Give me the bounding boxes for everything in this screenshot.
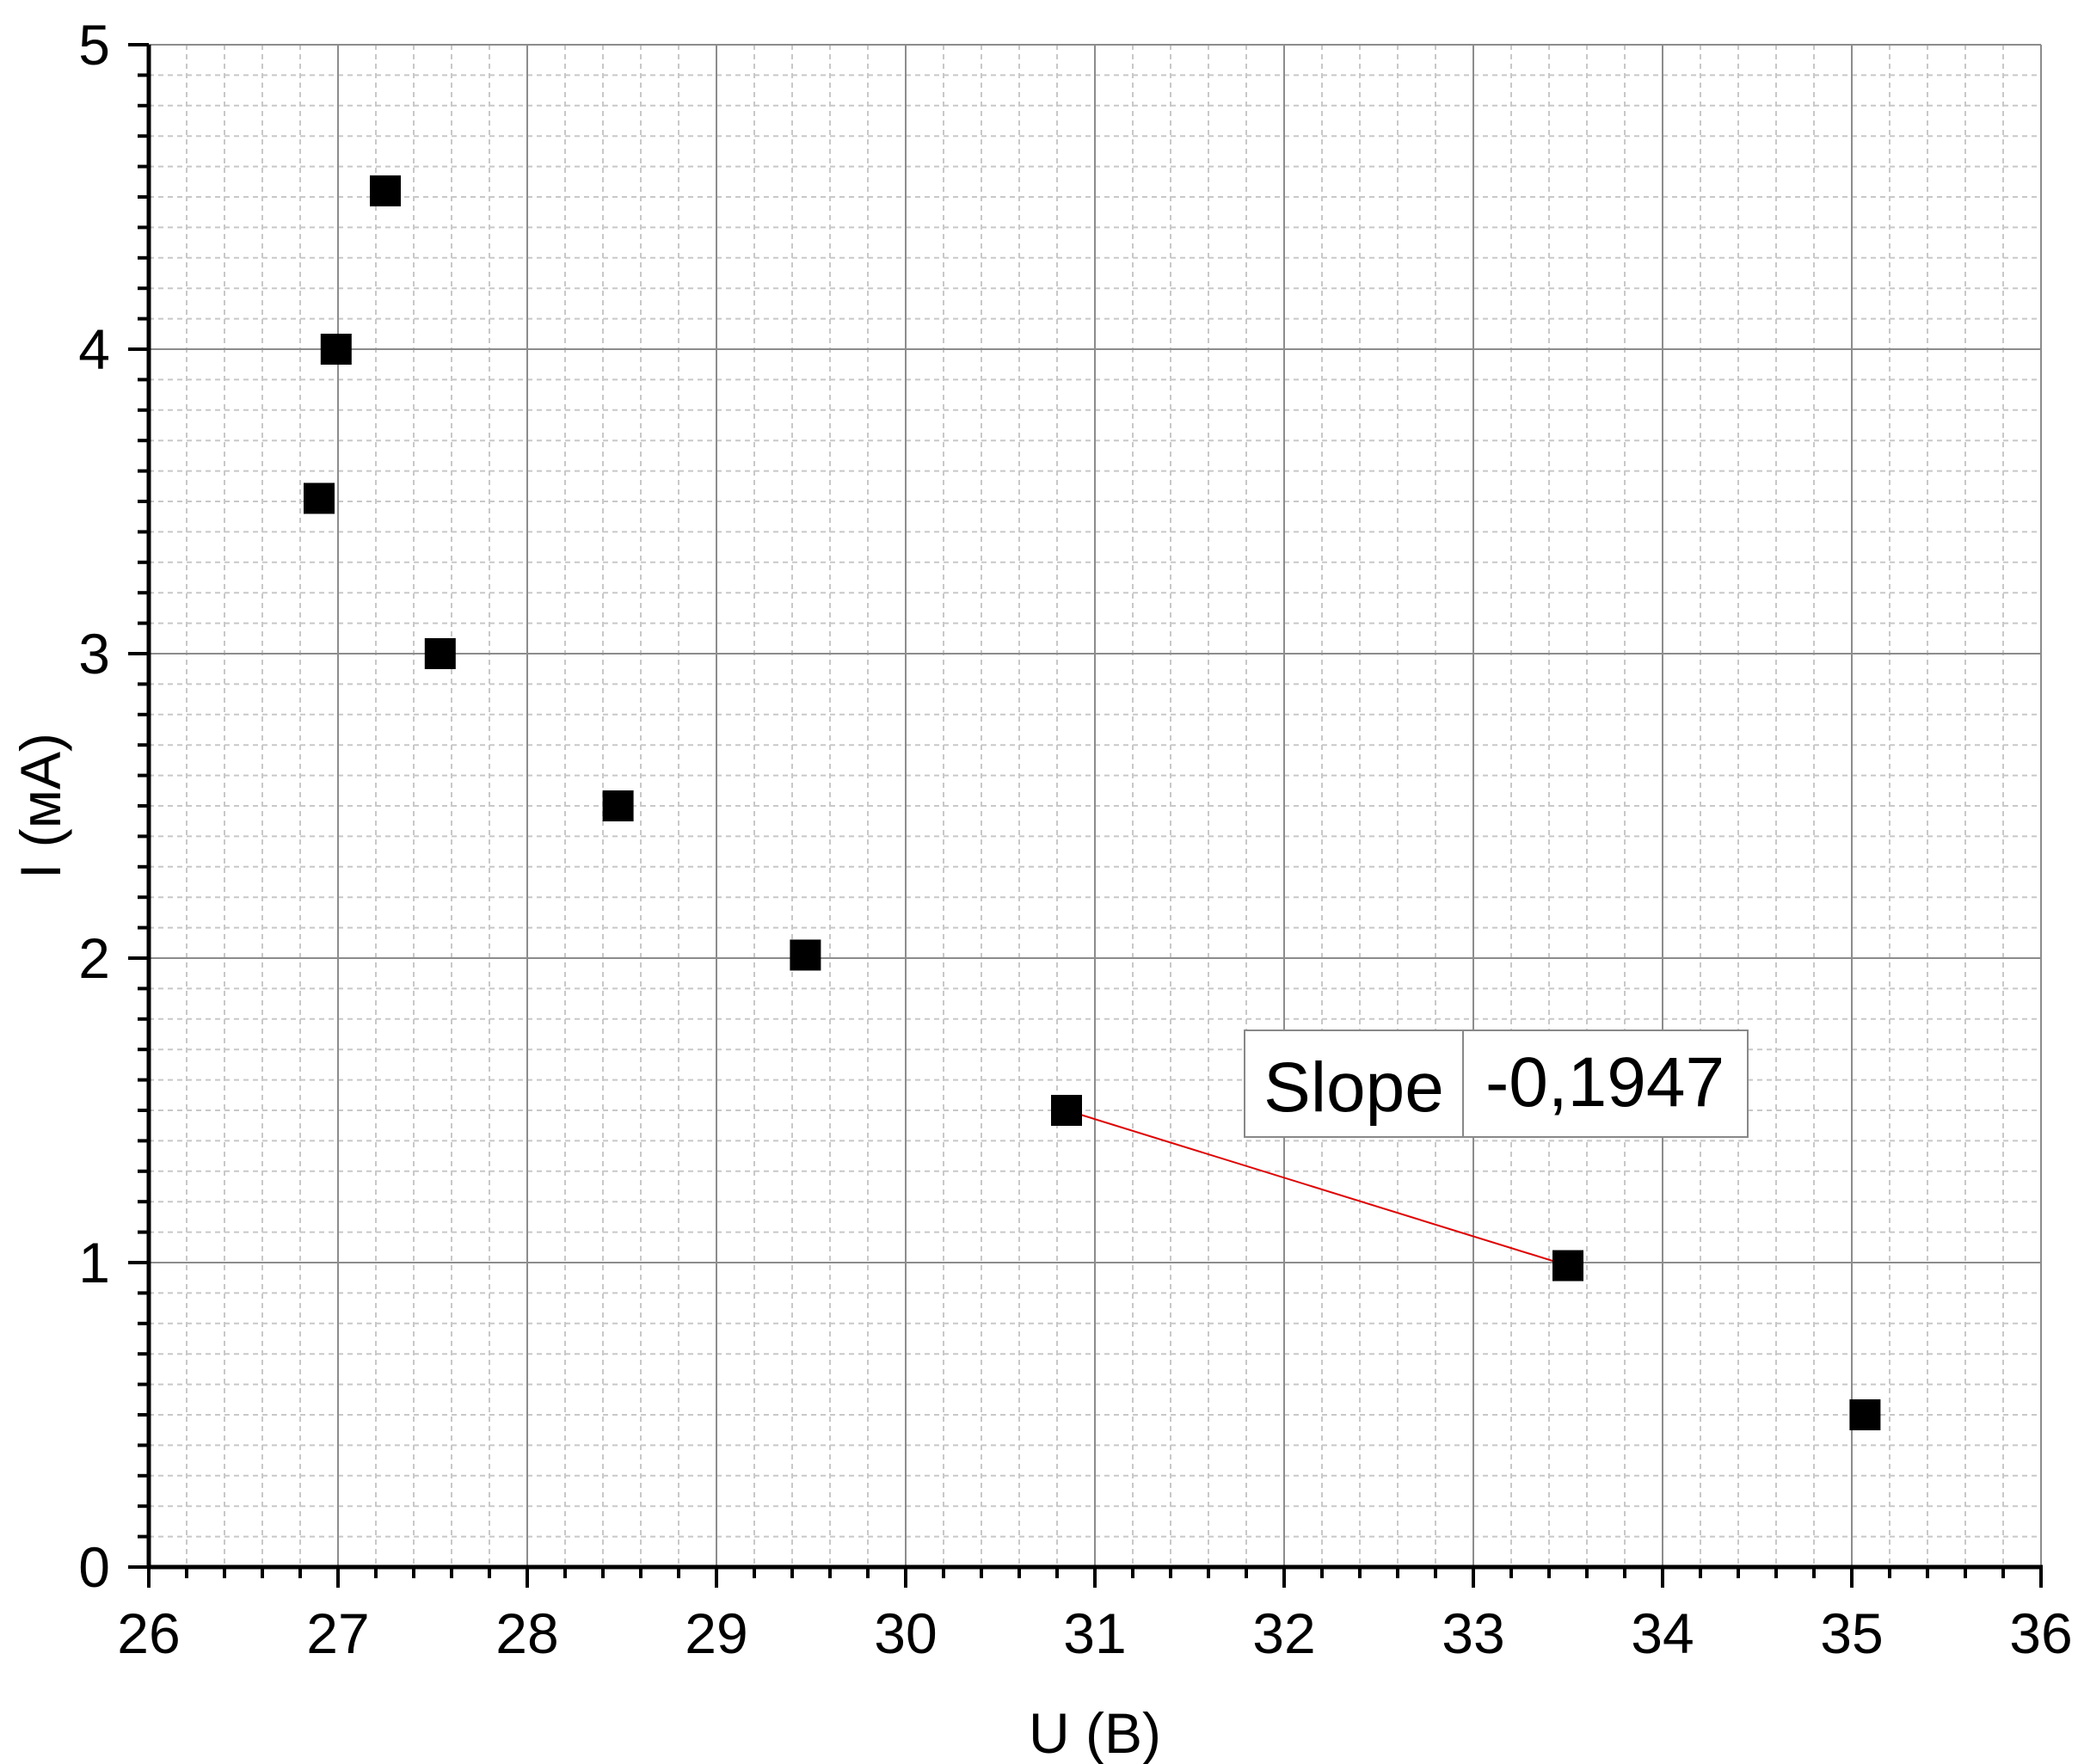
x-tick-label: 36 <box>2009 1601 2072 1665</box>
y-axis-title: I (мА) <box>9 733 72 879</box>
x-tick-label: 31 <box>1063 1601 1126 1665</box>
data-point <box>304 482 335 514</box>
x-tick-labels: 26 27 28 29 30 31 32 33 34 35 36 <box>117 1601 2072 1665</box>
data-point <box>790 939 821 971</box>
axes <box>128 43 2043 1588</box>
data-point <box>320 334 352 365</box>
x-tick-label: 33 <box>1442 1601 1504 1665</box>
y-tick-labels: 0 1 2 3 4 5 <box>78 13 110 1599</box>
slope-label: Slope <box>1263 1048 1444 1127</box>
slope-line-layer <box>1066 1109 1569 1267</box>
slope-value-box <box>1462 1030 1749 1138</box>
data-point <box>424 638 456 669</box>
data-point <box>370 175 401 206</box>
data-point <box>1051 1095 1082 1126</box>
x-tick-label: 30 <box>874 1601 937 1665</box>
x-tick-label: 29 <box>685 1601 747 1665</box>
y-tick-label: 5 <box>78 13 110 77</box>
data-points <box>304 175 1881 1430</box>
major-grid <box>149 44 2042 1567</box>
y-tick-label: 3 <box>78 622 110 685</box>
y-tick-label: 2 <box>78 926 110 990</box>
y-tick-label: 4 <box>78 317 110 381</box>
x-axis-title: U (B) <box>1029 1701 1161 1764</box>
slope-annotation: Slope -0,1947 <box>1244 1030 1749 1138</box>
x-tick-label: 27 <box>306 1601 369 1665</box>
data-point <box>1552 1250 1583 1282</box>
data-point <box>602 790 634 821</box>
x-tick-label: 26 <box>117 1601 180 1665</box>
x-tick-label: 28 <box>495 1601 558 1665</box>
slope-line <box>1066 1109 1569 1267</box>
y-tick-label: 1 <box>78 1231 110 1294</box>
y-tick-label: 0 <box>78 1535 110 1599</box>
x-tick-label: 32 <box>1252 1601 1315 1665</box>
x-tick-label: 35 <box>1820 1601 1883 1665</box>
data-point <box>1849 1399 1881 1430</box>
slope-label-box <box>1244 1030 1464 1138</box>
x-tick-label: 34 <box>1631 1601 1694 1665</box>
slope-value: -0,1947 <box>1485 1043 1724 1122</box>
